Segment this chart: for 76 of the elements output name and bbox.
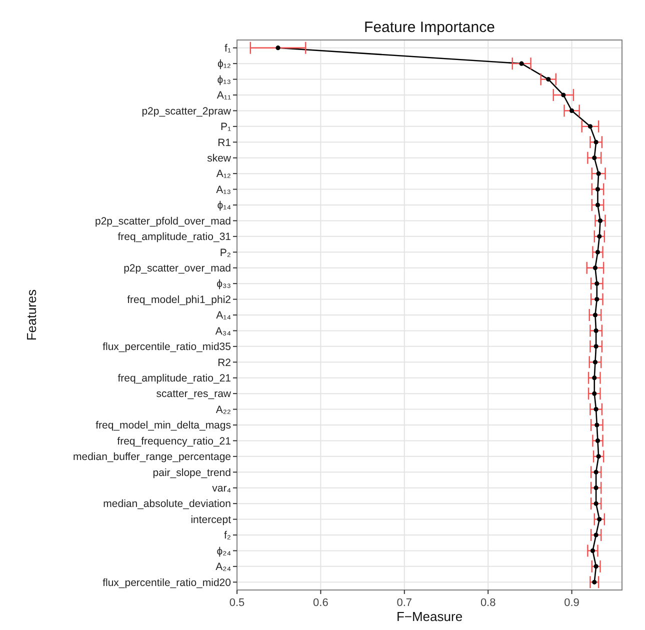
y-tick-label: flux_percentile_ratio_mid20 [102, 576, 232, 589]
point [276, 46, 280, 50]
y-tick-label: var₄ [212, 482, 231, 495]
y-tick-label: A₂₂ [216, 404, 231, 416]
y-tick-label: R2 [218, 356, 232, 369]
point [597, 234, 602, 239]
y-axis-title: Features [24, 288, 39, 341]
x-tick-label: 0.7 [396, 597, 412, 609]
y-tick-label: A₁₂ [216, 168, 231, 180]
y-tick-label: freq_amplitude_ratio_31 [118, 231, 232, 244]
x-tick-label: 0.6 [313, 597, 328, 609]
point [592, 266, 598, 270]
y-tick-label: median_buffer_range_percentage [72, 451, 232, 464]
y-tick-label: ϕ₁₃ [217, 74, 231, 86]
point [594, 296, 600, 302]
y-tick-label: f₁ [224, 42, 232, 55]
point [590, 548, 596, 554]
y-tick-label: ϕ₂₄ [216, 545, 231, 558]
y-tick-label: freq_frequency_ratio_21 [117, 435, 232, 448]
point [594, 140, 598, 144]
point [594, 470, 598, 474]
point [598, 218, 603, 224]
y-tick-label: ϕ₃₃ [216, 278, 231, 290]
x-tick-label: 0.9 [564, 597, 580, 609]
point [594, 532, 598, 538]
y-tick-label: f₂ [224, 530, 231, 542]
y-tick-label: A₁₃ [216, 184, 231, 196]
point [594, 344, 598, 349]
y-tick-label: intercept [190, 514, 232, 526]
y-tick-label: ϕ₁₂ [218, 58, 231, 70]
x-axis-title: F−Measure [396, 609, 463, 624]
point [595, 438, 600, 444]
point [594, 281, 600, 286]
point [569, 108, 574, 114]
y-tick-label: A₁₁ [216, 90, 232, 102]
y-tick-label: flux_percentile_ratio_mid35 [102, 341, 232, 354]
point [519, 61, 524, 66]
y-tick-label: freq_amplitude_ratio_21 [118, 372, 232, 385]
y-tick-label: R1 [218, 136, 232, 149]
y-tick-label: pair_slope_trend [152, 466, 232, 479]
point [594, 501, 598, 506]
y-tick-label: skew [207, 152, 232, 165]
y-tick-label: p2p_scatter_over_mad [124, 262, 232, 275]
y-tick-label: A₃₄ [215, 325, 231, 338]
y-tick-label: P₁ [220, 121, 232, 134]
point [594, 406, 598, 412]
chart-title: Feature Importance [364, 19, 495, 36]
y-tick-label: p2p_scatter_2praw [142, 105, 232, 118]
point [596, 171, 601, 176]
y-tick-label: p2p_scatter_pfold_over_mad [94, 215, 232, 228]
x-tick-label: 0.8 [480, 597, 496, 609]
point [597, 516, 602, 522]
point [594, 422, 600, 428]
y-tick-label: freq_model_min_delta_mags [96, 420, 231, 432]
y-tick-label: A₁₄ [216, 310, 231, 322]
point [594, 486, 598, 490]
point [592, 312, 598, 318]
point [594, 328, 598, 334]
point [595, 250, 600, 254]
point [592, 391, 597, 396]
y-tick-label: median_absolute_deviation [103, 498, 232, 510]
x-tick-label: 0.5 [229, 597, 245, 609]
y-tick-label: scatter_res_raw [156, 388, 232, 400]
y-tick-label: P₂ [220, 246, 231, 259]
point [595, 202, 600, 208]
y-tick-label: ϕ₁₄ [217, 200, 231, 212]
point [596, 454, 601, 459]
y-tick-label: freq_model_phi1_phi2 [127, 294, 232, 306]
point [592, 360, 598, 364]
point [588, 124, 592, 129]
point [561, 92, 566, 98]
point [592, 156, 597, 160]
point [592, 376, 597, 380]
point [546, 76, 551, 82]
y-tick-label: A₂₄ [216, 561, 231, 574]
point [595, 186, 600, 192]
